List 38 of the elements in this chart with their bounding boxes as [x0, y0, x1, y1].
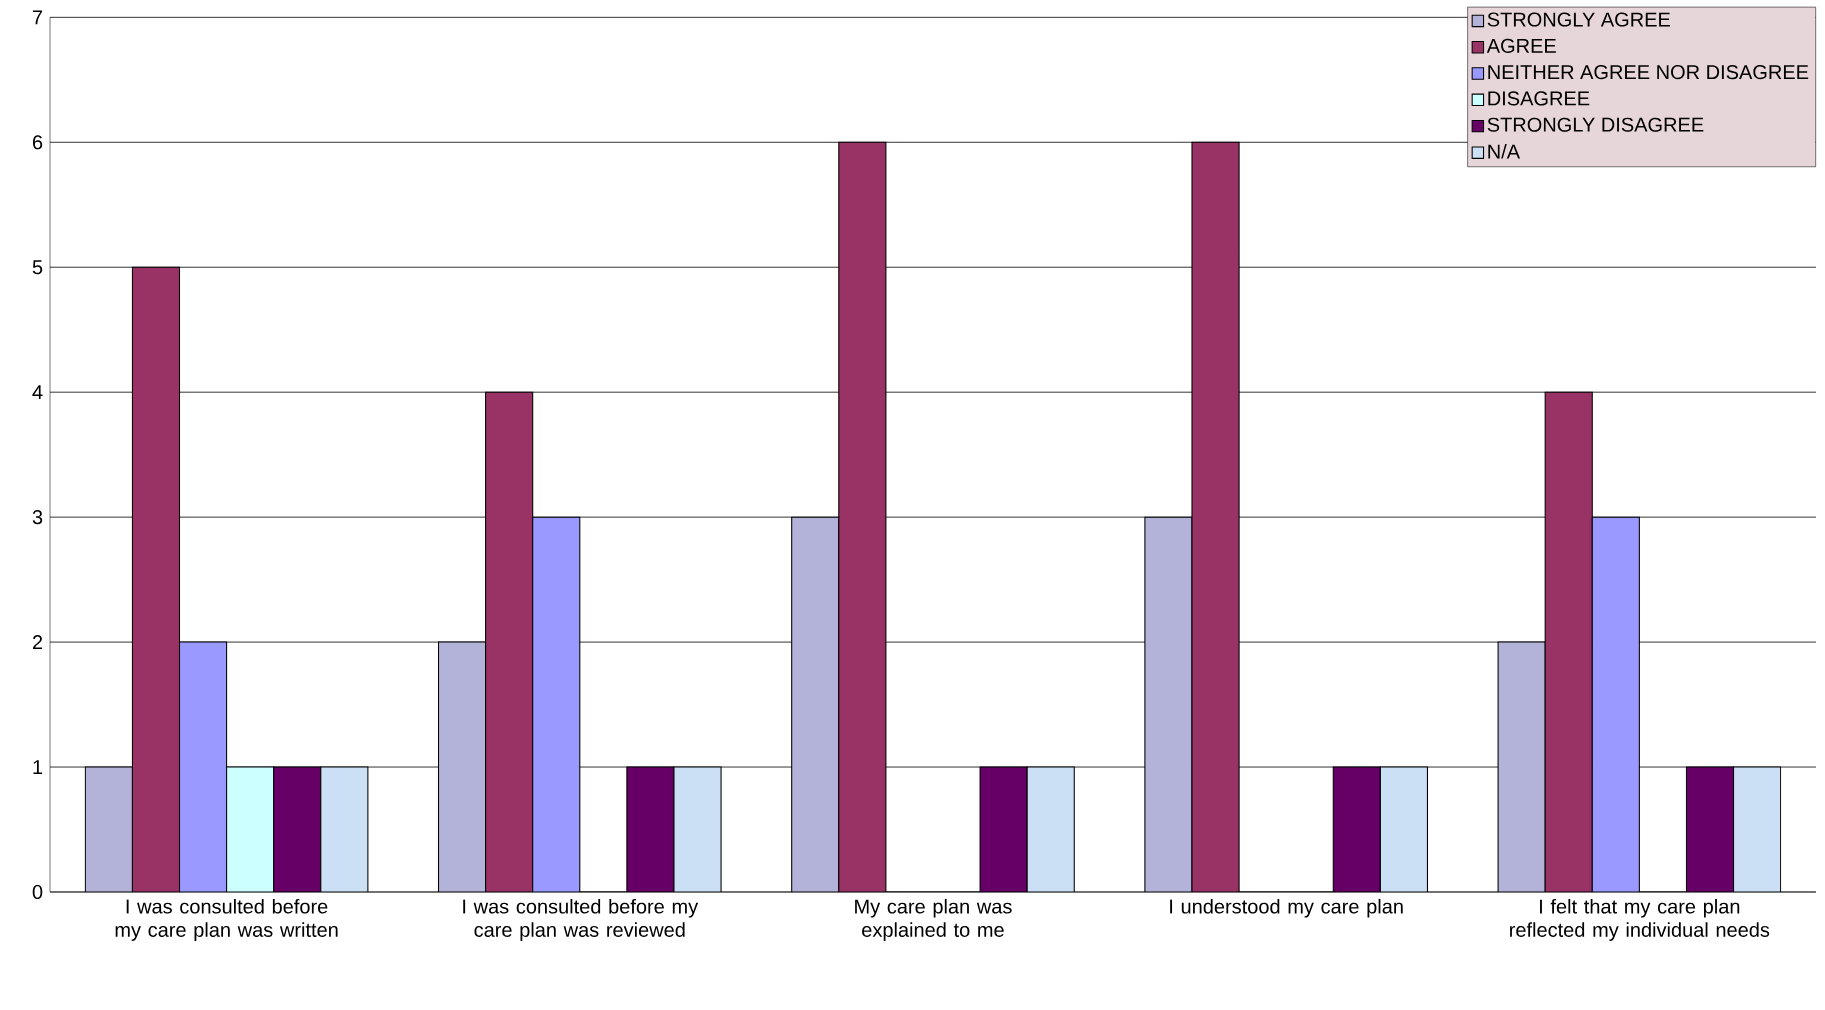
legend-label: STRONGLY AGREE: [1487, 12, 1670, 27]
legend-label: DISAGREE: [1488, 91, 1590, 106]
bar: [1191, 141, 1240, 892]
y-tick-label: 6: [32, 135, 43, 150]
legend-label: AGREE: [1486, 38, 1556, 53]
y-tick-label: 5: [32, 260, 43, 275]
y-tick-label: 2: [32, 635, 43, 650]
x-tick-label: I was consulted before my care plan was reviewed: [463, 898, 699, 941]
bar: [1026, 766, 1075, 892]
bar: [626, 766, 675, 892]
bar: [178, 641, 228, 892]
bar: [1733, 766, 1782, 892]
bar: [1544, 391, 1593, 892]
bar: [273, 766, 322, 892]
x-tick-label: I understood my care plan: [1170, 898, 1403, 918]
y-tick-label: 7: [32, 10, 43, 25]
bar: [1591, 516, 1640, 892]
bar: [979, 766, 1028, 892]
legend-label: NEITHER AGREE NOR DISAGREE: [1488, 65, 1809, 80]
bar: [673, 766, 722, 892]
x-tick-label: I felt that my care plan reflected my individual needs: [1510, 898, 1770, 941]
y-tick-label: 3: [32, 510, 43, 525]
bar: [1379, 766, 1428, 892]
legend-label: N/A: [1488, 143, 1521, 159]
x-tick-label: I was consulted before my care plan was written: [115, 898, 338, 941]
x-tick-label: My care plan was explained to me: [855, 898, 1012, 941]
y-tick-label: 4: [32, 385, 43, 400]
bar: [532, 516, 581, 892]
bar: [1332, 766, 1381, 892]
bar: [485, 391, 534, 892]
y-tick-label: 0: [32, 884, 43, 900]
bar: [131, 266, 181, 892]
bar: [226, 766, 275, 892]
bar: [320, 766, 369, 892]
bar: [1685, 766, 1735, 892]
bar: [838, 141, 887, 892]
legend-label: STRONGLY DISAGREE: [1487, 117, 1704, 132]
y-tick-label: 1: [33, 760, 43, 774]
